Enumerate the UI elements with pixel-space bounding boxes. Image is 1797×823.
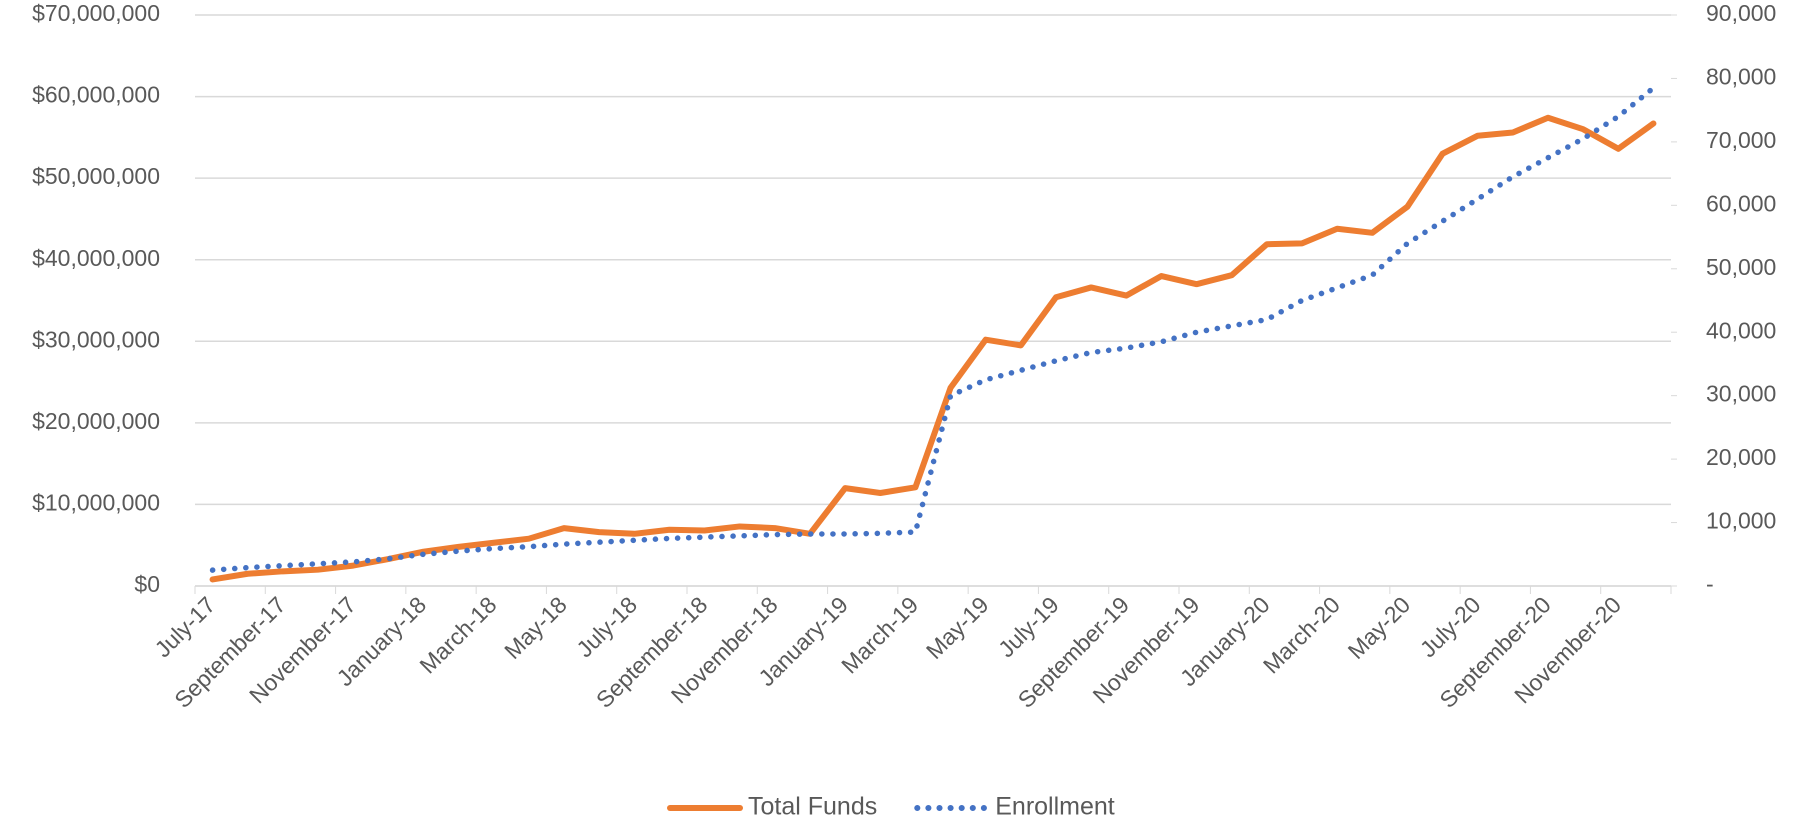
y2-tick-label: 60,000 <box>1706 190 1776 216</box>
y2-tick-label: - <box>1706 571 1714 597</box>
y2-tick-label: 30,000 <box>1706 381 1776 407</box>
y2-tick-label: 20,000 <box>1706 444 1776 470</box>
y-tick-label: $30,000,000 <box>32 326 160 352</box>
x-tick-label: July-18 <box>571 591 642 662</box>
legend-label: Total Funds <box>748 793 877 821</box>
x-tick-label: March-18 <box>414 591 501 678</box>
x-tick-label: July-17 <box>150 591 221 662</box>
x-tick-label: July-20 <box>1415 591 1486 662</box>
series-line <box>209 114 1657 583</box>
y-tick-label: $10,000,000 <box>32 490 160 516</box>
y2-tick-label: 10,000 <box>1706 508 1776 534</box>
x-tick-label: March-20 <box>1258 591 1345 678</box>
y2-tick-label: 70,000 <box>1706 127 1776 153</box>
x-tick-label: May-19 <box>921 591 994 664</box>
y2-tick-label: 90,000 <box>1706 0 1776 26</box>
y-tick-label: $20,000,000 <box>32 408 160 434</box>
x-tick-label: May-18 <box>499 591 572 664</box>
y-tick-label: $50,000,000 <box>32 163 160 189</box>
y2-tick-label: 40,000 <box>1706 317 1776 343</box>
x-tick-label: March-19 <box>836 591 923 678</box>
y-tick-label: $70,000,000 <box>32 0 160 26</box>
x-tick-label: July-19 <box>993 591 1064 662</box>
legend-label: Enrollment <box>995 793 1115 821</box>
y-tick-label: $40,000,000 <box>32 245 160 271</box>
x-tick-label: May-20 <box>1343 591 1416 664</box>
y2-tick-label: 80,000 <box>1706 64 1776 90</box>
y-tick-label: $60,000,000 <box>32 82 160 108</box>
y-tick-label: $0 <box>134 571 160 597</box>
series-line <box>209 85 1657 573</box>
y2-tick-label: 50,000 <box>1706 254 1776 280</box>
